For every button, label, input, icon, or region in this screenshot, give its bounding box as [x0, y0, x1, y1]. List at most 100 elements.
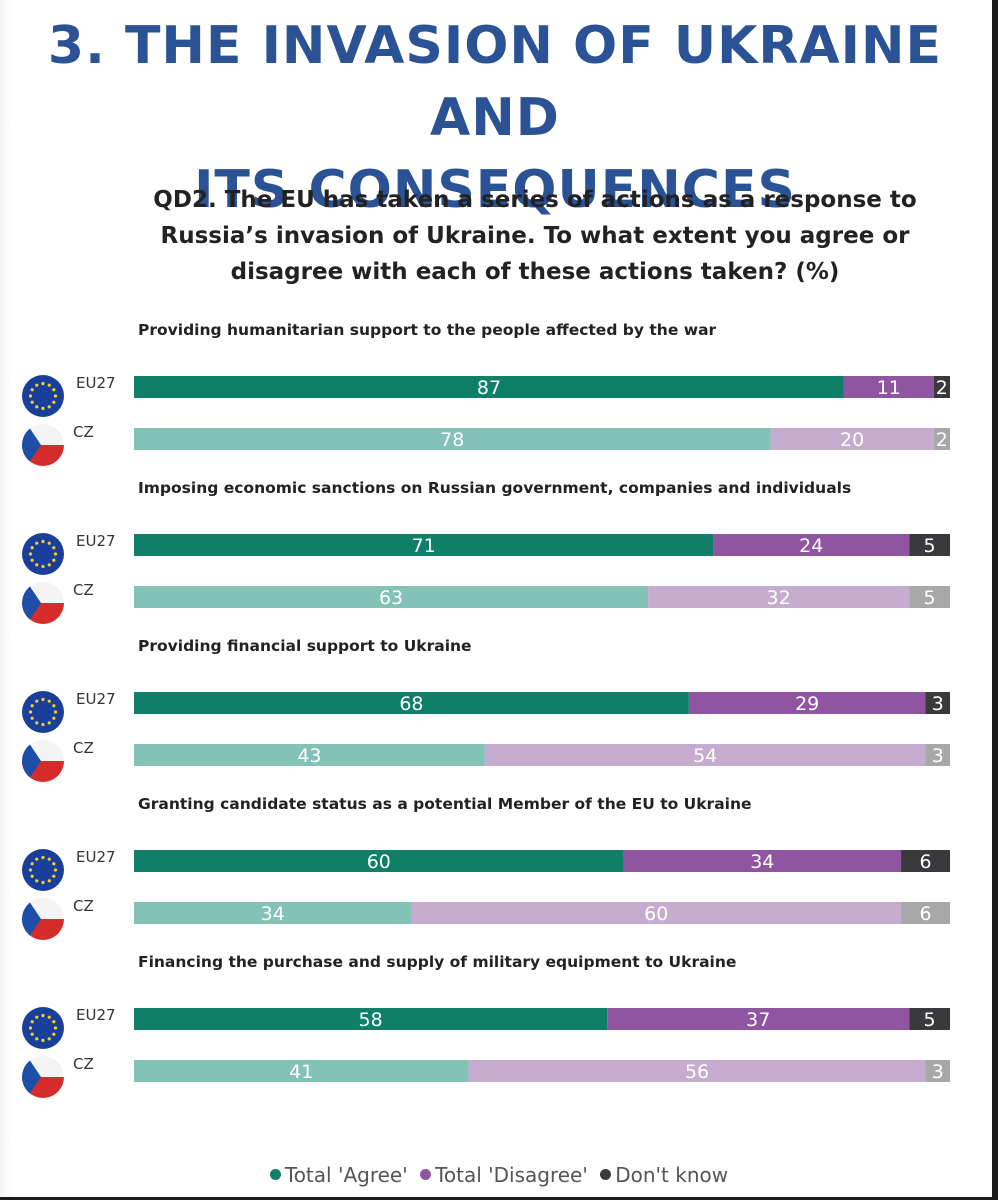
item-1-eu-value-disagree: 24	[799, 535, 823, 557]
item-2-eu-eu-flag-star-7	[30, 704, 34, 708]
item-0-cz-row-label: CZ	[73, 423, 94, 441]
item-4-cz-czech-flag-blue-wedge	[22, 1060, 41, 1094]
question-line-2: Russia’s invasion of Ukraine. To what ex…	[160, 223, 910, 249]
legend-label-dontknow: Don't know	[615, 1163, 729, 1187]
item-4-cz-bar-agree	[134, 1060, 469, 1082]
item-title-4: Financing the purchase and supply of mil…	[138, 953, 736, 971]
item-title-0: Providing humanitarian support to the pe…	[138, 321, 717, 339]
section-heading-line-2: ITS CONSEQUENCES	[194, 160, 796, 220]
item-0-eu-row-label: EU27	[76, 374, 116, 392]
item-4-eu-eu-flag-star-5	[30, 1032, 34, 1036]
item-3-cz-value-agree: 34	[261, 903, 285, 925]
item-3-cz-czech-flag-blue-wedge	[22, 902, 41, 936]
item-0-eu-eu-flag-star-6	[28, 394, 33, 398]
item-2-eu-eu-flag-star-10	[47, 699, 51, 703]
item-0-eu-eu-flag-star-0	[53, 394, 58, 398]
item-1-eu-eu-flag-star-8	[35, 541, 39, 545]
item-1-cz-bar-dontknow	[909, 586, 950, 608]
item-4-cz-value-dontknow: 3	[932, 1061, 944, 1083]
item-0-eu-bar-agree	[134, 376, 844, 398]
item-0-eu-eu-flag-star-5	[30, 400, 34, 404]
item-4-eu-value-disagree: 37	[746, 1009, 770, 1031]
item-0-eu-eu-flag-star-4	[35, 405, 39, 409]
question-text: QD2. The EU has taken a series of action…	[100, 182, 970, 290]
item-4-eu-eu-flag-star-8	[35, 1015, 39, 1019]
legend-item-disagree: Total 'Disagree'	[420, 1163, 588, 1187]
right-edge-frame	[992, 0, 998, 1200]
item-3-eu-bar-disagree	[623, 850, 902, 872]
item-4-eu-value-dontknow: 5	[924, 1009, 936, 1031]
item-2-cz-value-disagree: 54	[693, 745, 717, 767]
item-4-eu-eu-flag-star-9	[41, 1013, 45, 1018]
item-4-eu-bar-agree	[134, 1008, 608, 1030]
item-1-eu-value-agree: 71	[412, 535, 436, 557]
item-2-eu-value-agree: 68	[399, 693, 423, 715]
item-0-eu-value-agree: 87	[477, 377, 501, 399]
item-1-cz-value-disagree: 32	[767, 587, 791, 609]
item-title-2: Providing financial support to Ukraine	[138, 637, 472, 655]
item-4-eu-row-label: EU27	[76, 1006, 116, 1024]
item-0-cz-value-disagree: 20	[840, 429, 864, 451]
item-3-eu-eu-flag-star-8	[35, 857, 39, 861]
item-4-eu-bar-dontknow	[909, 1008, 950, 1030]
item-4-eu-eu-flag-star-6	[28, 1026, 33, 1030]
item-2-cz-bar-agree	[134, 744, 485, 766]
item-0-eu-eu-flag-star-1	[52, 400, 56, 404]
item-1-cz-value-agree: 63	[379, 587, 403, 609]
item-1-eu-bar-disagree	[713, 534, 910, 556]
item-1-eu-eu-flag-star-4	[35, 563, 39, 567]
item-1-cz-row-label: CZ	[73, 581, 94, 599]
item-2-eu-bar-agree	[134, 692, 689, 714]
item-2-cz-bar-disagree	[484, 744, 926, 766]
item-2-eu-eu-flag-icon	[22, 691, 64, 733]
item-3-eu-value-agree: 60	[367, 851, 391, 873]
item-0-cz-value-dontknow: 2	[936, 429, 948, 451]
item-4-cz-value-agree: 41	[289, 1061, 313, 1083]
item-0-cz-bar-dontknow	[933, 428, 950, 450]
item-2-eu-eu-flag-star-1	[52, 716, 56, 720]
legend-item-agree: Total 'Agree'	[269, 1163, 408, 1187]
legend-dot-agree-icon	[269, 1169, 281, 1180]
item-3-cz-value-disagree: 60	[644, 903, 668, 925]
item-1-eu-eu-flag-star-11	[52, 546, 56, 550]
item-0-eu-eu-flag-star-2	[47, 405, 51, 409]
item-title-1: Imposing economic sanctions on Russian g…	[138, 479, 851, 497]
item-3-eu-row-label: EU27	[76, 848, 116, 866]
item-0-eu-eu-flag-star-11	[52, 388, 56, 392]
item-3-eu-eu-flag-icon	[22, 849, 64, 891]
item-0-eu-eu-flag-star-3	[41, 406, 45, 411]
item-2-eu-value-disagree: 29	[795, 693, 819, 715]
item-4-eu-eu-flag-star-1	[52, 1032, 56, 1036]
item-4-eu-value-agree: 58	[359, 1009, 383, 1031]
item-3-eu-eu-flag-star-7	[30, 862, 34, 866]
item-1-eu-eu-flag-icon	[22, 533, 64, 575]
legend-dot-dontknow-icon	[600, 1169, 612, 1180]
item-2-eu-bar-dontknow	[925, 692, 950, 714]
item-2-eu-eu-flag-star-2	[47, 721, 51, 725]
item-2-eu-eu-flag-star-9	[41, 697, 45, 702]
item-4-eu-bar-disagree	[607, 1008, 910, 1030]
item-4-cz-bar-dontknow	[925, 1060, 950, 1082]
item-2-eu-eu-flag-star-5	[30, 716, 34, 720]
item-2-cz-value-dontknow: 3	[932, 745, 944, 767]
legend-label-agree: Total 'Agree'	[284, 1163, 408, 1187]
item-0-cz-bar-disagree	[770, 428, 934, 450]
item-4-eu-eu-flag-star-11	[52, 1020, 56, 1024]
item-3-eu-eu-flag-star-1	[52, 874, 56, 878]
item-2-eu-eu-flag-star-0	[53, 710, 58, 714]
legend-label-disagree: Total 'Disagree'	[435, 1163, 588, 1187]
item-2-eu-eu-flag-star-3	[41, 722, 45, 727]
left-edge-shade	[0, 0, 12, 1200]
item-0-eu-bar-dontknow	[933, 376, 950, 398]
item-0-eu-eu-flag-star-7	[30, 388, 34, 392]
item-1-eu-eu-flag-star-7	[30, 546, 34, 550]
item-0-cz-czech-flag-blue-wedge	[22, 428, 41, 462]
item-3-eu-eu-flag-star-0	[53, 868, 58, 872]
item-1-eu-eu-flag-star-0	[53, 552, 58, 556]
item-1-cz-czech-flag-blue-wedge	[22, 586, 41, 620]
question-line-1: QD2. The EU has taken a series of action…	[153, 187, 917, 213]
item-3-eu-eu-flag-star-5	[30, 874, 34, 878]
item-0-eu-eu-flag-star-8	[35, 383, 39, 387]
item-1-cz-value-dontknow: 5	[924, 587, 936, 609]
item-4-cz-bar-disagree	[468, 1060, 926, 1082]
